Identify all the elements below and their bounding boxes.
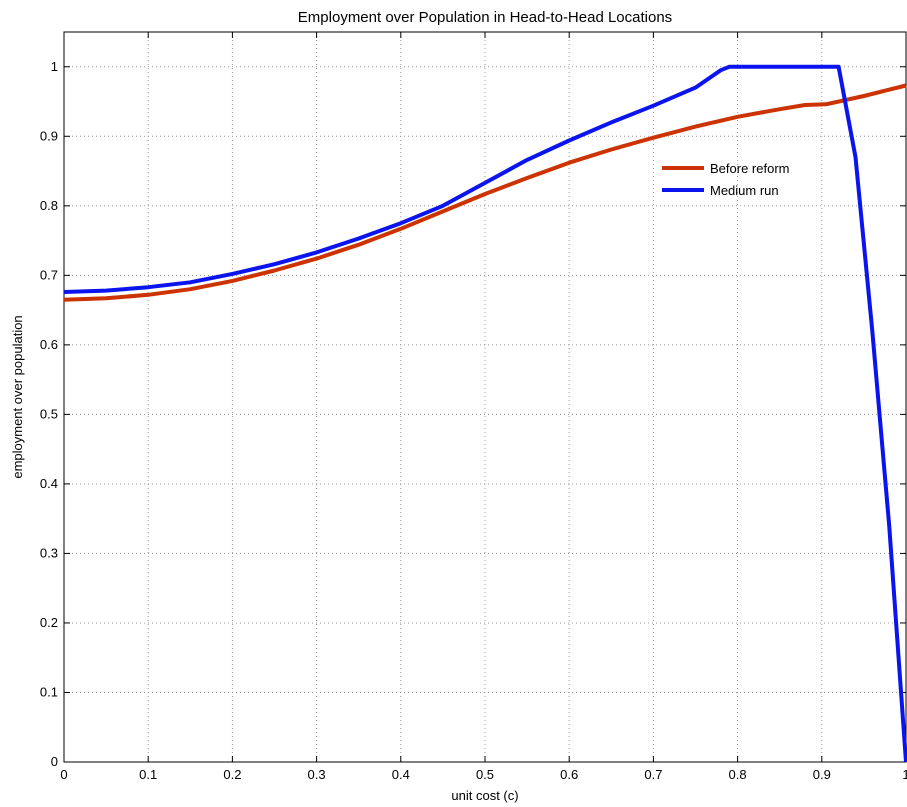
x-tick-label: 0.1 <box>139 767 157 782</box>
y-tick-label: 0.5 <box>40 406 58 421</box>
x-axis-label: unit cost (c) <box>451 788 518 803</box>
legend-label-medium-run: Medium run <box>710 183 779 198</box>
x-tick-label: 0.8 <box>729 767 747 782</box>
x-tick-label: 1 <box>902 767 907 782</box>
y-tick-label: 0.8 <box>40 198 58 213</box>
series-line-medium-run <box>63 64 907 763</box>
chart-title: Employment over Population in Head-to-He… <box>298 9 672 26</box>
y-tick-label: 0.3 <box>40 545 58 560</box>
x-tick-label: 0.2 <box>223 767 241 782</box>
x-tick-label: 0.4 <box>392 767 410 782</box>
legend: Before reform Medium run <box>662 161 789 198</box>
series-line-before-reform <box>63 83 907 302</box>
y-tick-label: 0 <box>51 754 58 769</box>
y-tick-label: 0.7 <box>40 267 58 282</box>
axis-ticks: 0 0.1 0.2 0.3 0.4 0.5 0.6 0.7 0.8 0.9 1 0 0.1 0.2 0.3 0… <box>40 32 907 782</box>
x-tick-label: 0.6 <box>560 767 578 782</box>
x-tick-label: 0.9 <box>813 767 831 782</box>
y-tick-label: 0.1 <box>40 684 58 699</box>
y-tick-label: 0.9 <box>40 128 58 143</box>
grid <box>64 32 906 762</box>
y-tick-label: 1 <box>51 59 58 74</box>
y-tick-label: 0.4 <box>40 476 58 491</box>
legend-label-before-reform: Before reform <box>710 161 789 176</box>
x-tick-label: 0.7 <box>644 767 662 782</box>
x-tick-label: 0.3 <box>308 767 326 782</box>
y-tick-label: 0.2 <box>40 615 58 630</box>
x-tick-label: 0 <box>60 767 67 782</box>
x-tick-label: 0.5 <box>476 767 494 782</box>
series-group <box>63 64 907 763</box>
y-axis-label: employment over population <box>10 315 25 478</box>
y-tick-label: 0.6 <box>40 337 58 352</box>
